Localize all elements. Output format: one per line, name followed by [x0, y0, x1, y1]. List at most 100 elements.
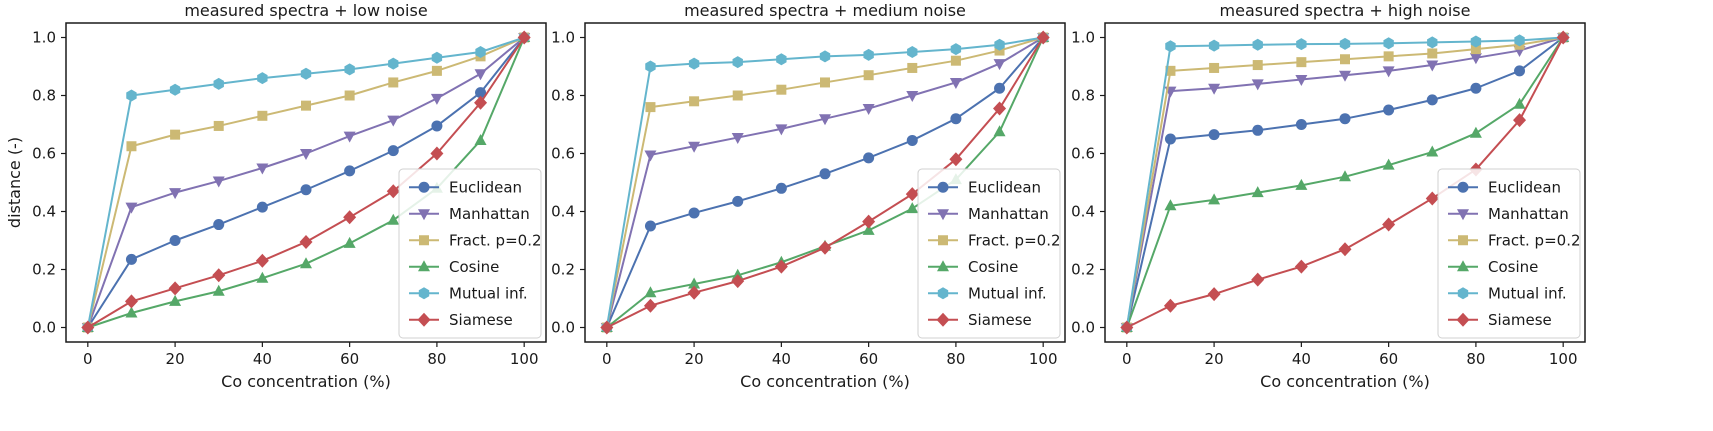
data-point — [993, 101, 1007, 116]
data-point — [169, 188, 182, 200]
data-point — [1165, 65, 1176, 76]
data-point — [386, 184, 400, 199]
data-point — [688, 57, 700, 70]
data-point — [1208, 129, 1220, 141]
data-point — [1295, 119, 1307, 130]
data-point — [387, 213, 400, 225]
x-tick-label: 20 — [1205, 350, 1224, 368]
legend-label: Mutual inf. — [968, 284, 1047, 302]
data-point — [124, 294, 138, 309]
legend-label: Fract. p=0.2 — [1488, 231, 1581, 249]
data-point — [1208, 83, 1221, 95]
data-point — [299, 234, 313, 249]
data-point — [688, 207, 700, 219]
legend: Euclidean Manhattan Fract. p=0.2 Cosine Mutu… — [1437, 168, 1581, 339]
data-point — [300, 184, 312, 196]
legend-swatch-marker — [1457, 209, 1469, 221]
legend-label: Manhattan — [1488, 205, 1569, 223]
x-tick-label: 40 — [1292, 350, 1311, 368]
data-point — [1426, 60, 1439, 72]
x-tick-label: 80 — [1466, 350, 1485, 368]
data-point — [949, 152, 963, 167]
data-point — [300, 257, 312, 269]
data-point — [126, 89, 137, 102]
data-point — [1425, 191, 1439, 206]
data-point — [301, 100, 311, 111]
y-tick-label: 0.2 — [32, 261, 56, 279]
data-point — [1427, 36, 1438, 49]
data-point — [644, 286, 657, 298]
data-point — [775, 124, 788, 136]
data-point — [387, 145, 399, 157]
plot-frame — [584, 22, 1066, 343]
legend: Euclidean Manhattan Fract. p=0.2 Cosine Mutu… — [917, 168, 1061, 339]
data-point — [1296, 57, 1307, 68]
legend-entry: Fract. p=0.2 — [928, 231, 1061, 249]
data-point — [1120, 320, 1134, 335]
data-point — [1251, 272, 1265, 287]
data-point — [950, 55, 961, 66]
data-point — [1209, 62, 1220, 73]
legend-entry: Mutual inf. — [928, 284, 1047, 302]
legend-entry: Cosine — [928, 258, 1018, 276]
data-point — [1339, 37, 1351, 50]
data-point — [1470, 35, 1482, 48]
legend-label: Fract. p=0.2 — [968, 231, 1061, 249]
data-point — [950, 43, 962, 56]
data-point — [388, 57, 399, 70]
legend-label: Manhattan — [968, 205, 1049, 223]
data-point — [1251, 79, 1264, 91]
data-point — [1294, 259, 1308, 274]
data-point — [819, 168, 831, 180]
series-mutual-inf — [1121, 31, 1569, 334]
data-point — [212, 268, 226, 283]
data-point — [1251, 186, 1264, 198]
data-point — [474, 95, 488, 110]
data-point — [431, 120, 443, 132]
legend-swatch-marker — [937, 209, 949, 221]
x-axis-label: Co concentration (%) — [740, 372, 910, 391]
y-tick-label: 0.8 — [551, 87, 575, 105]
legend-swatch-marker — [937, 260, 949, 272]
x-tick-label: 0 — [602, 350, 612, 368]
data-point — [169, 294, 182, 306]
data-point — [169, 83, 181, 96]
data-point — [1164, 199, 1177, 211]
legend-swatch-marker — [417, 312, 431, 327]
y-tick-label: 0.4 — [1071, 203, 1095, 221]
data-point — [1382, 66, 1395, 78]
legend-entry: Fract. p=0.2 — [409, 231, 542, 249]
data-point — [732, 195, 744, 207]
y-tick-label: 0.6 — [32, 145, 56, 163]
y-tick-label: 0.6 — [551, 145, 575, 163]
data-point — [776, 84, 787, 95]
x-axis-label: Co concentration (%) — [1260, 372, 1430, 391]
legend-box — [917, 168, 1061, 339]
data-point — [1426, 94, 1438, 106]
data-point — [907, 62, 918, 73]
data-point — [343, 236, 356, 248]
data-point — [949, 77, 962, 89]
data-point — [644, 220, 656, 232]
data-point — [430, 146, 444, 161]
data-point — [1513, 113, 1527, 128]
x-tick-label: 40 — [253, 350, 272, 368]
y-tick-label: 0.2 — [551, 261, 575, 279]
data-point — [1036, 30, 1050, 45]
data-point — [862, 223, 875, 235]
data-point — [1383, 51, 1394, 62]
legend-label: Mutual inf. — [449, 284, 528, 302]
data-point — [1383, 37, 1394, 50]
x-tick-label: 100 — [1029, 350, 1058, 368]
data-point — [213, 77, 224, 90]
x-tick-label: 100 — [510, 350, 539, 368]
data-point — [863, 152, 875, 164]
data-point — [1252, 60, 1263, 71]
chart-panel-3: measured spectra + high noise 0 20 40 60 80 10… — [1071, 1, 1586, 391]
x-tick-label: 20 — [166, 350, 185, 368]
data-point — [1469, 126, 1482, 138]
data-point — [1383, 104, 1395, 116]
legend-entry: Manhattan — [1448, 205, 1569, 223]
legend-entry: Manhattan — [409, 205, 530, 223]
